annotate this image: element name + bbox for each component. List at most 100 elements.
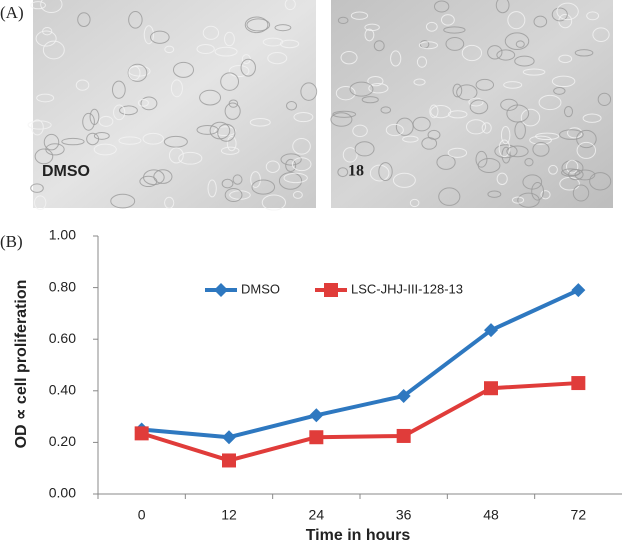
cell	[153, 169, 173, 184]
cell	[409, 198, 420, 208]
cell	[532, 142, 550, 157]
cell	[280, 153, 302, 166]
cell	[240, 58, 256, 77]
cell	[390, 50, 402, 67]
marker	[134, 426, 149, 441]
marker	[222, 430, 236, 445]
cell	[42, 40, 65, 60]
cell	[75, 79, 90, 91]
x-tick-label: 0	[138, 507, 146, 523]
cell	[556, 2, 579, 21]
cell	[226, 136, 237, 152]
cell	[214, 46, 238, 57]
cell	[77, 12, 91, 27]
panel-label: (B)	[0, 232, 23, 251]
cell	[378, 162, 393, 182]
cell	[340, 50, 358, 65]
cell	[43, 133, 60, 151]
cell	[228, 64, 250, 78]
cell	[350, 11, 369, 20]
marker	[222, 453, 236, 468]
cell	[402, 135, 419, 143]
cell	[196, 43, 215, 54]
cell	[335, 85, 356, 101]
y-tick-label: 0.00	[49, 485, 76, 501]
cell	[522, 68, 546, 76]
cell	[45, 143, 65, 156]
cell	[170, 79, 183, 98]
cell	[261, 194, 287, 211]
cell	[224, 187, 243, 203]
cell	[469, 99, 489, 115]
x-tick-label: 12	[221, 507, 237, 523]
cell	[214, 126, 237, 137]
cell	[504, 32, 530, 51]
cell	[364, 28, 375, 42]
cell	[164, 196, 175, 209]
cell	[364, 23, 380, 32]
cell	[30, 1, 46, 10]
cell	[433, 0, 450, 13]
cell	[137, 98, 149, 107]
cell	[354, 141, 375, 157]
cell	[352, 124, 368, 138]
cell	[576, 129, 597, 149]
cell	[597, 92, 612, 106]
cell	[349, 81, 374, 97]
cell	[98, 115, 114, 127]
cell	[498, 139, 511, 158]
cell	[416, 56, 428, 68]
marker	[484, 381, 498, 396]
cell	[551, 7, 568, 22]
cell	[196, 124, 219, 135]
cell	[337, 16, 349, 25]
cell	[292, 137, 311, 155]
cell	[128, 65, 141, 81]
cell	[40, 0, 63, 14]
cell	[265, 160, 280, 173]
cell	[367, 75, 384, 87]
cell	[540, 190, 551, 200]
cell	[143, 169, 165, 186]
cell	[440, 14, 455, 26]
cell	[487, 190, 502, 198]
cell	[447, 147, 468, 158]
cell	[178, 151, 203, 165]
marker	[484, 323, 498, 338]
cell	[443, 26, 466, 34]
cell	[461, 44, 483, 62]
marker	[571, 283, 586, 298]
cell	[31, 119, 44, 136]
cell	[465, 119, 487, 135]
cell	[533, 15, 548, 28]
panel-label: (A)	[0, 3, 24, 22]
legend-label: DMSO	[241, 281, 280, 296]
cell	[561, 168, 580, 177]
cell	[586, 11, 600, 21]
cell	[86, 132, 100, 146]
y-tick-label: 0.20	[49, 433, 76, 449]
cell	[392, 172, 416, 188]
cell	[576, 141, 597, 159]
cell	[267, 52, 288, 65]
cell	[93, 131, 110, 140]
cell	[111, 80, 126, 99]
cell	[61, 137, 85, 146]
cell	[209, 121, 231, 140]
cell	[456, 84, 478, 101]
cell	[220, 146, 240, 155]
cell	[503, 81, 523, 89]
image-caption: DMSO	[42, 163, 90, 180]
cell	[283, 172, 308, 184]
cell	[36, 93, 55, 103]
cell	[34, 148, 54, 165]
cell	[496, 172, 508, 186]
y-axis-title: OD ∝ cell proliferation	[13, 280, 30, 449]
cell	[551, 75, 576, 88]
cell	[452, 83, 463, 98]
image-caption: 18	[348, 163, 364, 180]
cell	[496, 49, 516, 61]
cell	[395, 117, 414, 136]
y-tick-label: 1.00	[49, 227, 76, 243]
